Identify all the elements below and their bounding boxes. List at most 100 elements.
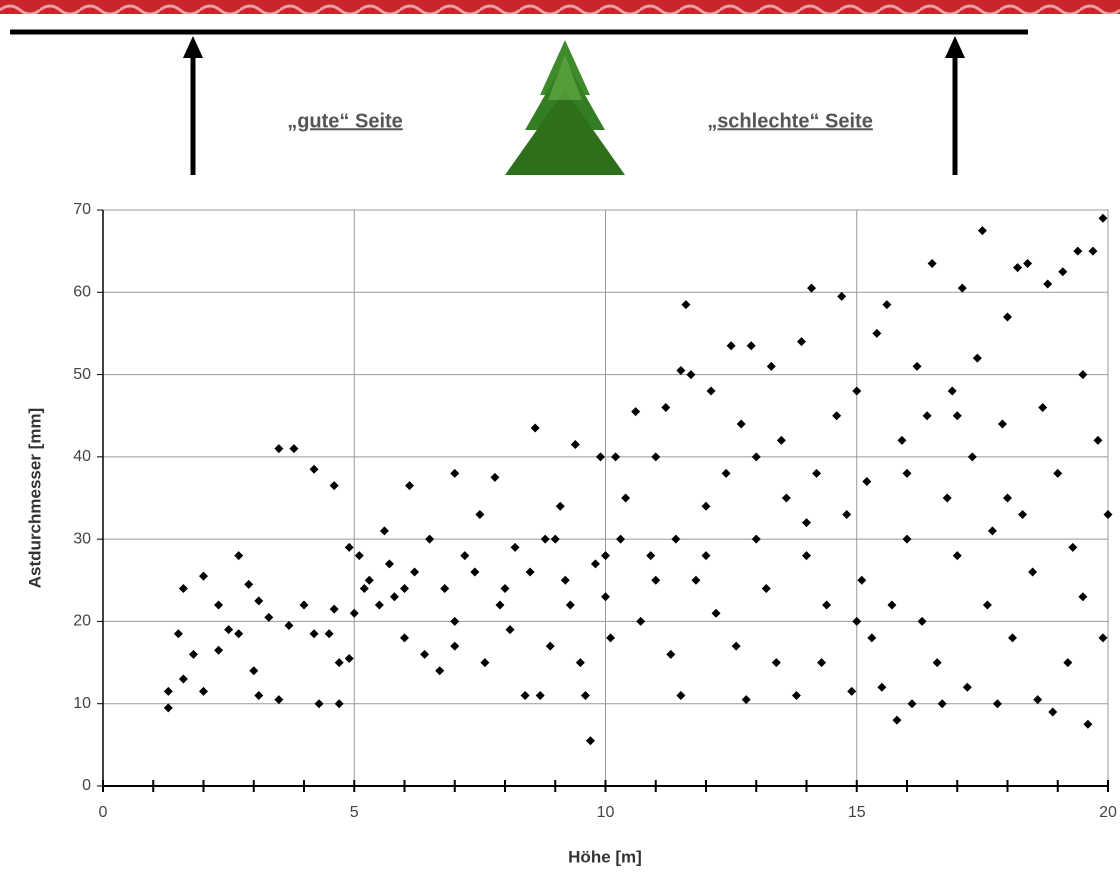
scatter-point <box>903 469 912 478</box>
scatter-point <box>350 609 359 618</box>
scatter-point <box>978 226 987 235</box>
scatter-point <box>450 469 459 478</box>
scatter-point <box>375 600 384 609</box>
scatter-point <box>857 576 866 585</box>
scatter-point <box>928 259 937 268</box>
scatter-point <box>1068 543 1077 552</box>
scatter-point <box>712 609 721 618</box>
scatter-point <box>164 687 173 696</box>
scatter-point <box>521 691 530 700</box>
x-tick-label: 20 <box>1099 804 1117 821</box>
scatter-point <box>601 592 610 601</box>
scatter-point <box>1078 592 1087 601</box>
x-axis-label: Höhe [m] <box>568 847 642 866</box>
scatter-point <box>199 572 208 581</box>
scatter-point <box>938 699 947 708</box>
scatter-point <box>752 535 761 544</box>
scatter-point <box>752 452 761 461</box>
scatter-point <box>802 518 811 527</box>
scatter-point <box>490 473 499 482</box>
scatter-point <box>1053 469 1062 478</box>
scatter-point <box>526 568 535 577</box>
scatter-point <box>566 600 575 609</box>
good-side-label: „gute“ Seite <box>287 110 403 132</box>
x-tick-label: 0 <box>99 804 108 821</box>
scatter-point <box>606 633 615 642</box>
scatter-point <box>661 403 670 412</box>
scatter-point <box>199 687 208 696</box>
scatter-point <box>958 284 967 293</box>
scatter-point <box>1018 510 1027 519</box>
scatter-point <box>1093 436 1102 445</box>
scatter-point <box>797 337 806 346</box>
scatter-point <box>345 543 354 552</box>
tree-icon <box>505 40 625 175</box>
scatter-point <box>742 695 751 704</box>
scatter-point <box>923 411 932 420</box>
scatter-point <box>722 469 731 478</box>
scatter-point <box>737 419 746 428</box>
scatter-point <box>380 526 389 535</box>
scatter-point <box>410 568 419 577</box>
scatter-point <box>536 691 545 700</box>
scatter-point <box>963 683 972 692</box>
y-tick-label: 40 <box>73 448 91 465</box>
scatter-point <box>460 551 469 560</box>
scatter-point <box>300 600 309 609</box>
scatter-point <box>747 341 756 350</box>
scatter-point <box>988 526 997 535</box>
scatter-point <box>335 699 344 708</box>
scatter-point <box>686 370 695 379</box>
scatter-point <box>1088 247 1097 256</box>
scatter-point <box>234 629 243 638</box>
scatter-point <box>480 658 489 667</box>
scatter-point <box>832 411 841 420</box>
scatter-point <box>1028 568 1037 577</box>
bad-side-label: „schlechte“ Seite <box>707 110 873 132</box>
scatter-point <box>164 703 173 712</box>
scatter-point <box>541 535 550 544</box>
scatter-point <box>702 551 711 560</box>
scatter-point <box>450 642 459 651</box>
scatter-point <box>450 617 459 626</box>
scatter-point <box>867 633 876 642</box>
page: „gute“ Seite „schlechte“ Seite Höhe [m] … <box>0 0 1120 873</box>
scatter-point <box>666 650 675 659</box>
scatter-point <box>335 658 344 667</box>
scatter-point <box>651 576 660 585</box>
x-tick-label: 15 <box>848 804 866 821</box>
scatter-point <box>671 535 680 544</box>
y-tick-label: 70 <box>73 201 91 218</box>
scatter-point <box>385 559 394 568</box>
scatter-point <box>601 551 610 560</box>
scatter-point <box>1043 280 1052 289</box>
scatter-point <box>702 502 711 511</box>
scatter-point <box>892 716 901 725</box>
scatter-point <box>475 510 484 519</box>
scatter-point <box>872 329 881 338</box>
scatter-point <box>913 362 922 371</box>
scatter-point <box>224 625 233 634</box>
scatter-point <box>842 510 851 519</box>
scatter-point <box>802 551 811 560</box>
scatter-point <box>822 600 831 609</box>
scatter-point <box>405 481 414 490</box>
scatter-point <box>1003 312 1012 321</box>
scatter-point <box>556 502 565 511</box>
scatter-point <box>1104 510 1113 519</box>
scatter-point <box>400 584 409 593</box>
scatter-point <box>727 341 736 350</box>
scatter-point <box>1013 263 1022 272</box>
scatter-point <box>531 424 540 433</box>
scatter-point <box>425 535 434 544</box>
scatter-point <box>254 596 263 605</box>
scatter-point <box>847 687 856 696</box>
scatter-point <box>561 576 570 585</box>
scatter-point <box>179 584 188 593</box>
scatter-point <box>973 354 982 363</box>
y-tick-label: 20 <box>73 613 91 630</box>
scatter-point <box>284 621 293 630</box>
scatter-point <box>817 658 826 667</box>
scatter-point <box>762 584 771 593</box>
scatter-point <box>576 658 585 667</box>
